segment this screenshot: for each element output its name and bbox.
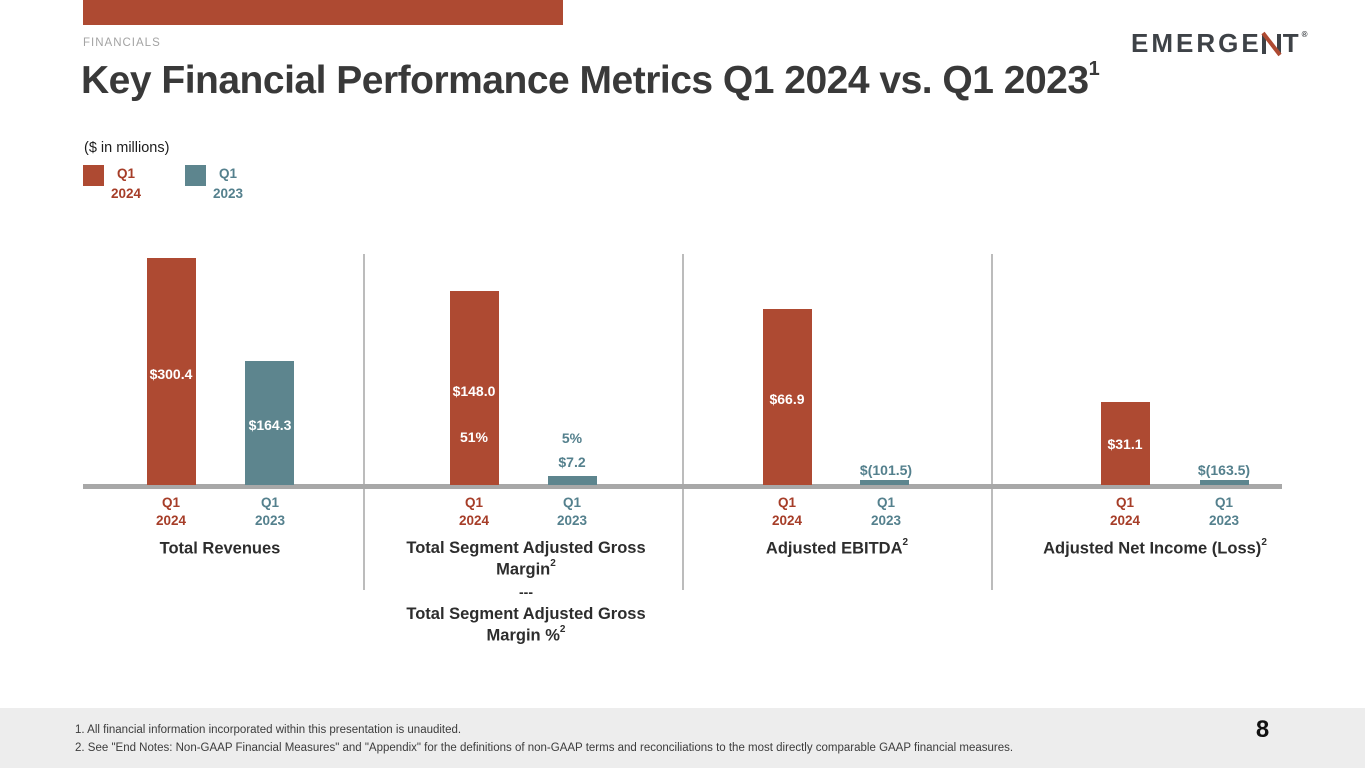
panel-divider-1 bbox=[363, 254, 365, 590]
value-label: $66.9 bbox=[769, 391, 805, 407]
bar-adjusted-ebitda-q1-2023 bbox=[860, 480, 909, 485]
footnotes: 1. All financial information incorporate… bbox=[75, 721, 1013, 758]
group-title-line-1: Total Segment Adjusted Gross Margin2 bbox=[406, 539, 646, 579]
bar-gross-margin-q1-2023 bbox=[548, 476, 597, 485]
bar-gross-margin-q1-2024 bbox=[450, 291, 499, 485]
bar-adjusted-net-income-q1-2023 bbox=[1200, 480, 1249, 485]
x-tick-label: Q1 2024 bbox=[1109, 495, 1141, 529]
page-number: 8 bbox=[1255, 716, 1270, 743]
panel-divider-3 bbox=[991, 254, 993, 590]
page-title: Key Financial Performance Metrics Q1 202… bbox=[81, 58, 1231, 105]
units-note: ($ in millions) bbox=[84, 140, 170, 156]
group-title-total-revenues: Total Revenues bbox=[159, 539, 281, 558]
value-label: $(101.5) bbox=[859, 462, 913, 478]
value-label: $7.2 bbox=[558, 454, 586, 470]
value-label: $148.0 bbox=[452, 383, 496, 399]
value-label: $(163.5) bbox=[1197, 462, 1251, 478]
panel-divider-2 bbox=[682, 254, 684, 590]
footnote-2: 2. See "End Notes: Non-GAAP Financial Me… bbox=[75, 742, 1014, 755]
page-title-footnote-ref: 1 bbox=[1088, 58, 1100, 80]
x-tick-label: Q1 2024 bbox=[458, 495, 490, 529]
page-title-text: Key Financial Performance Metrics Q1 202… bbox=[81, 59, 1089, 102]
x-tick-label: Q1 2023 bbox=[254, 495, 286, 529]
x-tick-label: Q1 2023 bbox=[556, 495, 588, 529]
legend-swatch-q1-2024 bbox=[83, 165, 104, 186]
group-title-separator: --- bbox=[519, 584, 533, 601]
percent-label: 51% bbox=[459, 429, 489, 445]
x-tick-label: Q1 2023 bbox=[1208, 495, 1240, 529]
percent-label: 5% bbox=[561, 430, 583, 446]
group-title-adjusted-net-income: Adjusted Net Income (Loss)2 bbox=[1043, 537, 1267, 558]
footnote-1: 1. All financial information incorporate… bbox=[75, 724, 462, 736]
registered-mark: ® bbox=[1301, 30, 1308, 39]
value-label: $300.4 bbox=[149, 366, 193, 382]
x-tick-label: Q1 2023 bbox=[870, 495, 902, 529]
top-accent-bar bbox=[83, 0, 563, 25]
logo-text-right: T bbox=[1282, 28, 1302, 58]
group-title-line-2: Total Segment Adjusted Gross Margin %2 bbox=[406, 604, 646, 645]
value-label: $164.3 bbox=[248, 417, 292, 433]
value-label: $31.1 bbox=[1107, 436, 1143, 452]
x-axis-line bbox=[83, 484, 1282, 489]
section-label: FINANCIALS bbox=[83, 37, 161, 49]
x-tick-label: Q1 2024 bbox=[771, 495, 803, 529]
logo-n-icon bbox=[1261, 31, 1282, 56]
bar-total-revenues-q1-2024 bbox=[147, 258, 196, 485]
footer-band bbox=[0, 708, 1365, 768]
x-tick-label: Q1 2024 bbox=[155, 495, 187, 529]
legend-label-q1-2023: Q1 2023 bbox=[212, 166, 244, 202]
group-title-adjusted-ebitda: Adjusted EBITDA2 bbox=[765, 537, 909, 558]
emergent-logo: EMERGE T ® bbox=[1131, 28, 1311, 59]
logo-text-left: EMERGE bbox=[1131, 28, 1262, 58]
legend-label-q1-2024: Q1 2024 bbox=[110, 166, 142, 202]
group-title-gross-margin: Total Segment Adjusted Gross Margin2 ---… bbox=[394, 538, 658, 647]
bar-adjusted-ebitda-q1-2024 bbox=[763, 309, 812, 485]
bar-adjusted-net-income-q1-2024 bbox=[1101, 402, 1150, 485]
legend-swatch-q1-2023 bbox=[185, 165, 206, 186]
bar-total-revenues-q1-2023 bbox=[245, 361, 294, 485]
